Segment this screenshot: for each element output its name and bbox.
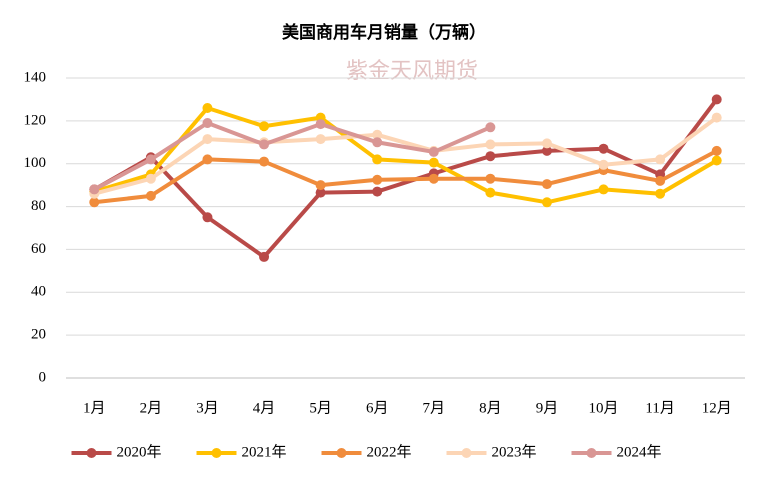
point — [202, 154, 213, 165]
legend-label: 2021年 — [242, 443, 287, 460]
y-tick-label: 120 — [24, 112, 47, 128]
y-tick-label: 0 — [39, 369, 47, 385]
point — [372, 129, 383, 140]
point — [541, 179, 552, 190]
point — [655, 154, 666, 165]
series-line — [94, 149, 718, 205]
x-tick-label: 11月 — [645, 400, 674, 416]
y-tick-label: 140 — [24, 69, 47, 85]
point — [541, 145, 552, 156]
point — [315, 187, 326, 198]
point — [259, 251, 270, 262]
x-tick-label: 12月 — [702, 400, 732, 416]
legend-marker — [461, 448, 472, 458]
y-tick-label: 60 — [31, 241, 46, 257]
x-tick-label: 2月 — [140, 400, 163, 416]
chart-title: 美国商用车月销量（万辆） — [282, 22, 486, 42]
x-tick-label: 7月 — [423, 400, 446, 416]
x-tick-label: 6月 — [366, 400, 389, 416]
point — [598, 143, 609, 154]
point — [485, 151, 496, 162]
legend-marker — [336, 448, 347, 458]
point — [598, 184, 609, 195]
x-tick-label: 10月 — [589, 400, 619, 416]
series-line — [93, 106, 718, 205]
point — [655, 188, 666, 199]
point — [711, 112, 722, 123]
legend-label: 2022年 — [367, 443, 412, 460]
point — [485, 187, 496, 198]
point — [145, 154, 156, 165]
series-line — [93, 98, 719, 259]
point — [89, 184, 100, 195]
point — [372, 154, 383, 165]
point — [89, 197, 100, 208]
point — [315, 180, 326, 191]
point — [259, 156, 270, 167]
watermark: 紫金天风期货 — [346, 59, 478, 84]
legend-label: 2020年 — [117, 443, 162, 460]
point — [711, 94, 722, 105]
x-tick-label: 9月 — [536, 400, 559, 416]
legend-label: 2023年 — [492, 443, 537, 460]
point — [428, 173, 439, 184]
point — [711, 145, 722, 156]
x-tick-label: 8月 — [479, 400, 502, 416]
point — [655, 175, 666, 186]
point — [428, 146, 439, 157]
point — [202, 212, 213, 223]
point — [485, 139, 496, 150]
point — [202, 118, 213, 128]
point — [485, 122, 496, 133]
x-tick-label: 3月 — [196, 400, 219, 416]
legend-marker — [586, 448, 597, 458]
point — [145, 190, 156, 201]
point — [598, 159, 609, 170]
point — [372, 186, 383, 197]
point — [428, 157, 439, 168]
point — [541, 197, 552, 208]
y-tick-label: 40 — [31, 284, 46, 300]
point — [315, 119, 326, 130]
point — [315, 134, 326, 145]
point — [372, 174, 383, 185]
point — [711, 155, 722, 166]
legend-label: 2024年 — [617, 443, 662, 460]
legend-marker — [211, 448, 222, 458]
y-tick-label: 20 — [31, 327, 46, 343]
series-line — [93, 116, 718, 196]
x-tick-label: 5月 — [309, 400, 332, 416]
point — [259, 139, 270, 150]
series-line — [93, 121, 492, 192]
x-tick-label: 4月 — [253, 400, 276, 416]
y-tick-label: 100 — [24, 155, 47, 171]
point — [372, 137, 383, 148]
x-tick-label: 1月 — [83, 400, 106, 416]
point — [541, 138, 552, 149]
y-tick-label: 80 — [31, 198, 46, 214]
point — [202, 134, 213, 145]
point — [145, 173, 156, 184]
point — [485, 173, 496, 184]
legend-marker — [86, 448, 97, 458]
point — [259, 121, 270, 132]
point — [202, 103, 213, 113]
